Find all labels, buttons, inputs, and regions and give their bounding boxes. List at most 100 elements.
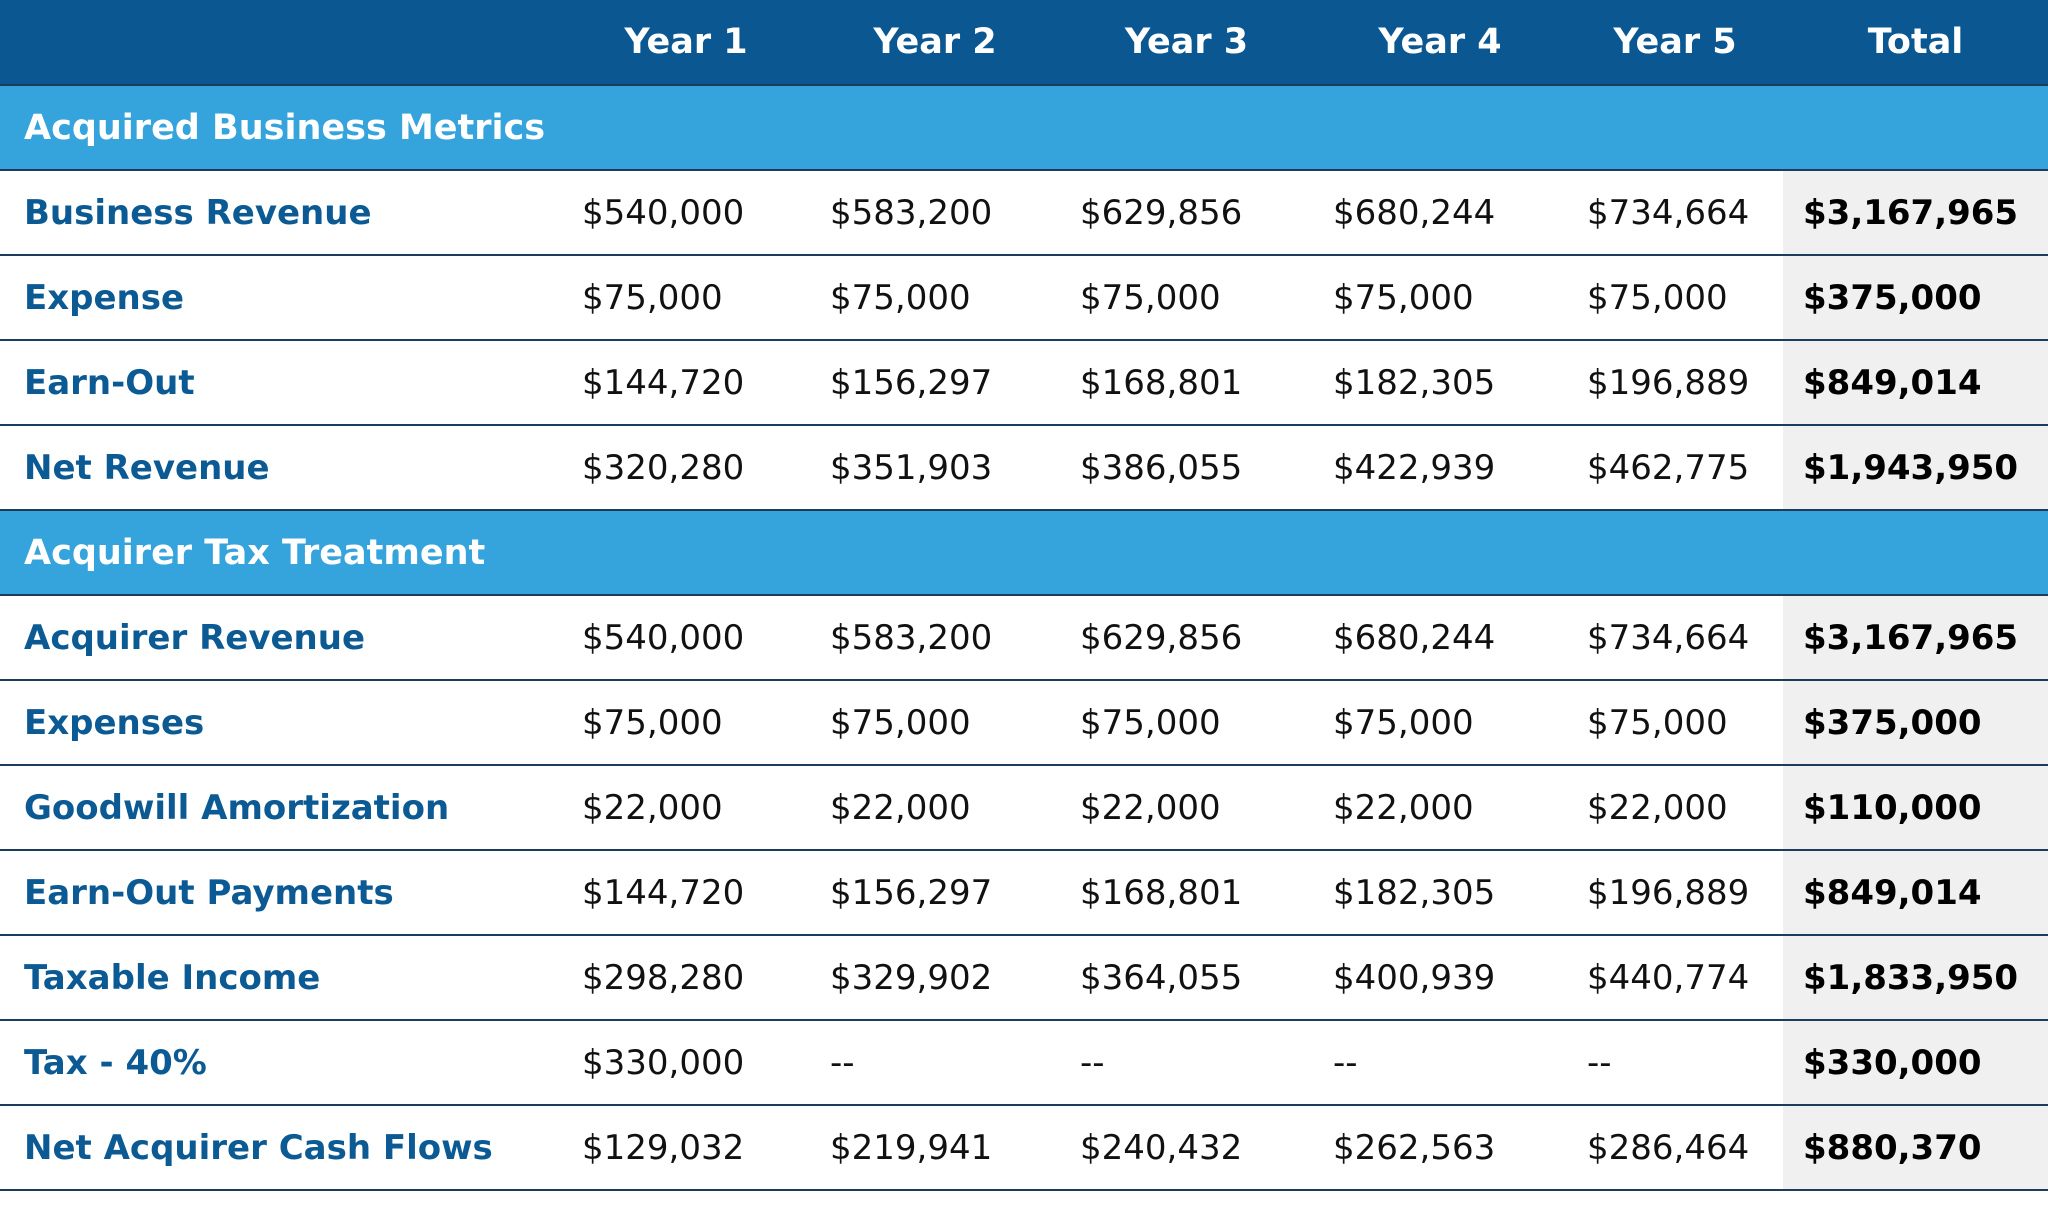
total-cell: $110,000: [1783, 765, 2048, 851]
value-cell: $734,664: [1567, 595, 1783, 681]
value-cell: $156,297: [810, 340, 1060, 426]
value-cell: $219,941: [810, 1105, 1060, 1191]
row-label: Earn-Out: [0, 340, 562, 426]
total-cell: $330,000: [1783, 1020, 2048, 1106]
row-label: Earn-Out Payments: [0, 850, 562, 936]
value-cell: $75,000: [1313, 255, 1567, 341]
section-title: Acquired Business Metrics: [0, 85, 2048, 171]
value-cell: $129,032: [562, 1105, 810, 1191]
value-cell: --: [810, 1020, 1060, 1106]
value-cell: $540,000: [562, 170, 810, 256]
header-cell: Year 1: [562, 0, 810, 86]
value-cell: $262,563: [1313, 1105, 1567, 1191]
section-row: Acquired Business Metrics: [0, 85, 2048, 171]
row-label: Net Revenue: [0, 425, 562, 511]
value-cell: $583,200: [810, 170, 1060, 256]
header-cell: Year 5: [1567, 0, 1783, 86]
value-cell: $22,000: [1060, 765, 1313, 851]
value-cell: $22,000: [1567, 765, 1783, 851]
data-table: Year 1 Year 2 Year 3 Year 4 Year 5 Total Acqui…: [0, 0, 2048, 1191]
value-cell: $320,280: [562, 425, 810, 511]
row-label: Expenses: [0, 680, 562, 766]
value-cell: $75,000: [1060, 680, 1313, 766]
total-cell: $880,370: [1783, 1105, 2048, 1191]
value-cell: $286,464: [1567, 1105, 1783, 1191]
value-cell: $196,889: [1567, 850, 1783, 936]
total-cell: $849,014: [1783, 340, 2048, 426]
data-row: Earn-Out Payments $144,720 $156,297 $168,80…: [0, 850, 2048, 936]
value-cell: $182,305: [1313, 850, 1567, 936]
data-row: Earn-Out $144,720 $156,297 $168,801 $182,305…: [0, 340, 2048, 426]
value-cell: $629,856: [1060, 595, 1313, 681]
section-title: Acquirer Tax Treatment: [0, 510, 2048, 596]
data-row: Acquirer Revenue $540,000 $583,200 $629,856…: [0, 595, 2048, 681]
value-cell: $583,200: [810, 595, 1060, 681]
value-cell: --: [1313, 1020, 1567, 1106]
row-label: Net Acquirer Cash Flows: [0, 1105, 562, 1191]
value-cell: $386,055: [1060, 425, 1313, 511]
value-cell: $156,297: [810, 850, 1060, 936]
header-cell: Year 2: [810, 0, 1060, 86]
data-row: Net Acquirer Cash Flows $129,032 $219,941 $…: [0, 1105, 2048, 1191]
header-cell: Year 3: [1060, 0, 1313, 86]
value-cell: $168,801: [1060, 340, 1313, 426]
value-cell: $330,000: [562, 1020, 810, 1106]
value-cell: $298,280: [562, 935, 810, 1021]
value-cell: $22,000: [562, 765, 810, 851]
data-row: Expenses $75,000 $75,000 $75,000 $75,000 $75,…: [0, 680, 2048, 766]
value-cell: $440,774: [1567, 935, 1783, 1021]
row-label: Goodwill Amortization: [0, 765, 562, 851]
row-label: Taxable Income: [0, 935, 562, 1021]
total-cell: $1,943,950: [1783, 425, 2048, 511]
data-row: Goodwill Amortization $22,000 $22,000 $22,0…: [0, 765, 2048, 851]
value-cell: $75,000: [562, 680, 810, 766]
value-cell: $680,244: [1313, 595, 1567, 681]
value-cell: $680,244: [1313, 170, 1567, 256]
total-cell: $3,167,965: [1783, 595, 2048, 681]
value-cell: $196,889: [1567, 340, 1783, 426]
header-cell: [0, 0, 562, 86]
value-cell: $22,000: [810, 765, 1060, 851]
data-row: Tax - 40% $330,000 -- -- -- -- $330,000: [0, 1020, 2048, 1106]
header-row: Year 1 Year 2 Year 3 Year 4 Year 5 Total: [0, 0, 2048, 86]
value-cell: $364,055: [1060, 935, 1313, 1021]
value-cell: $144,720: [562, 850, 810, 936]
total-cell: $375,000: [1783, 255, 2048, 341]
value-cell: $144,720: [562, 340, 810, 426]
header-cell: Total: [1783, 0, 2048, 86]
value-cell: $240,432: [1060, 1105, 1313, 1191]
total-cell: $1,833,950: [1783, 935, 2048, 1021]
value-cell: $75,000: [810, 680, 1060, 766]
value-cell: $182,305: [1313, 340, 1567, 426]
row-label: Acquirer Revenue: [0, 595, 562, 681]
data-row: Expense $75,000 $75,000 $75,000 $75,000 $75,0…: [0, 255, 2048, 341]
value-cell: $540,000: [562, 595, 810, 681]
value-cell: $462,775: [1567, 425, 1783, 511]
header-cell: Year 4: [1313, 0, 1567, 86]
value-cell: $75,000: [1567, 680, 1783, 766]
row-label: Expense: [0, 255, 562, 341]
data-row: Taxable Income $298,280 $329,902 $364,055 $4…: [0, 935, 2048, 1021]
total-cell: $849,014: [1783, 850, 2048, 936]
value-cell: $75,000: [810, 255, 1060, 341]
value-cell: $75,000: [562, 255, 810, 341]
value-cell: $22,000: [1313, 765, 1567, 851]
value-cell: $400,939: [1313, 935, 1567, 1021]
row-label: Business Revenue: [0, 170, 562, 256]
value-cell: --: [1567, 1020, 1783, 1106]
value-cell: --: [1060, 1020, 1313, 1106]
value-cell: $75,000: [1313, 680, 1567, 766]
total-cell: $375,000: [1783, 680, 2048, 766]
data-row: Business Revenue $540,000 $583,200 $629,856…: [0, 170, 2048, 256]
total-cell: $3,167,965: [1783, 170, 2048, 256]
data-row: Net Revenue $320,280 $351,903 $386,055 $422,…: [0, 425, 2048, 511]
value-cell: $168,801: [1060, 850, 1313, 936]
value-cell: $734,664: [1567, 170, 1783, 256]
section-row: Acquirer Tax Treatment: [0, 510, 2048, 596]
row-label: Tax - 40%: [0, 1020, 562, 1106]
value-cell: $75,000: [1567, 255, 1783, 341]
value-cell: $351,903: [810, 425, 1060, 511]
value-cell: $629,856: [1060, 170, 1313, 256]
value-cell: $75,000: [1060, 255, 1313, 341]
